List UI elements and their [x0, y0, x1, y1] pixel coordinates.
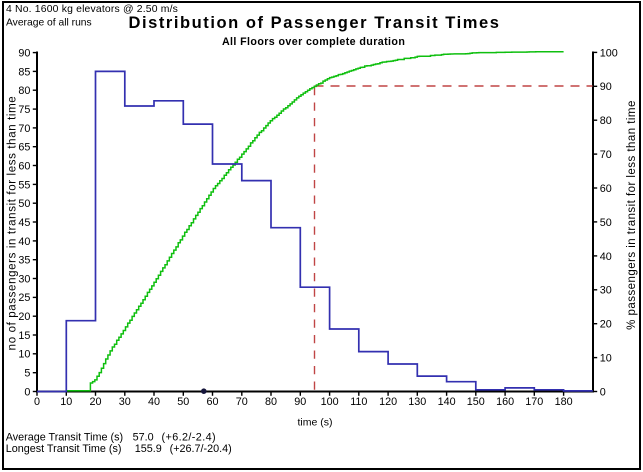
svg-text:time (s): time (s) — [298, 417, 333, 429]
svg-text:80: 80 — [600, 115, 612, 127]
svg-text:70: 70 — [236, 396, 248, 408]
svg-text:120: 120 — [379, 396, 397, 408]
svg-text:no of passengers in transit fo: no of passengers in transit for less tha… — [7, 96, 19, 351]
svg-text:10: 10 — [600, 353, 612, 365]
svg-text:160: 160 — [496, 396, 514, 408]
svg-text:140: 140 — [438, 396, 456, 408]
svg-text:85: 85 — [18, 66, 30, 78]
svg-text:50: 50 — [18, 198, 30, 210]
svg-text:0: 0 — [600, 386, 606, 398]
svg-text:All Floors over complete durat: All Floors over complete duration — [222, 36, 405, 48]
svg-text:5: 5 — [24, 368, 30, 380]
svg-text:150: 150 — [467, 396, 485, 408]
svg-text:0: 0 — [24, 386, 30, 398]
svg-text:0: 0 — [34, 396, 40, 408]
svg-text:30: 30 — [600, 285, 612, 297]
svg-text:90: 90 — [600, 81, 612, 93]
svg-text:60: 60 — [18, 160, 30, 172]
svg-text:60: 60 — [600, 183, 612, 195]
svg-text:90: 90 — [18, 48, 30, 60]
svg-text:10: 10 — [60, 396, 72, 408]
svg-text:20: 20 — [600, 319, 612, 331]
svg-text:100: 100 — [321, 396, 339, 408]
svg-text:% passengers in transit for le: % passengers in transit for less than ti… — [626, 100, 638, 330]
svg-text:50: 50 — [177, 396, 189, 408]
svg-text:10: 10 — [18, 349, 30, 361]
svg-text:170: 170 — [525, 396, 543, 408]
svg-text:30: 30 — [18, 273, 30, 285]
svg-text:(+6.2/-2.4): (+6.2/-2.4) — [162, 432, 217, 444]
svg-text:40: 40 — [148, 396, 160, 408]
svg-text:50: 50 — [600, 217, 612, 229]
svg-text:30: 30 — [119, 396, 131, 408]
svg-text:Average Transit Time (s): Average Transit Time (s) — [6, 432, 123, 444]
svg-text:180: 180 — [555, 396, 573, 408]
svg-text:110: 110 — [350, 396, 367, 408]
svg-text:60: 60 — [206, 396, 218, 408]
svg-text:Longest Transit Time (s): Longest Transit Time (s) — [6, 443, 122, 455]
svg-text:155.9: 155.9 — [135, 443, 162, 455]
svg-text:Average of all runs: Average of all runs — [6, 17, 92, 28]
svg-text:55: 55 — [18, 179, 30, 191]
svg-text:90: 90 — [294, 396, 306, 408]
svg-text:65: 65 — [18, 142, 30, 154]
svg-text:80: 80 — [265, 396, 277, 408]
svg-text:20: 20 — [89, 396, 101, 408]
svg-text:40: 40 — [18, 236, 30, 248]
svg-text:130: 130 — [408, 396, 426, 408]
svg-text:4 No. 1600 kg elevators @ 2.50: 4 No. 1600 kg elevators @ 2.50 m/s — [6, 4, 178, 15]
svg-text:80: 80 — [18, 85, 30, 97]
svg-text:100: 100 — [600, 47, 618, 59]
svg-text:25: 25 — [18, 292, 30, 304]
svg-text:70: 70 — [600, 149, 612, 161]
svg-text:40: 40 — [600, 251, 612, 263]
svg-text:15: 15 — [18, 330, 30, 342]
svg-text:57.0: 57.0 — [133, 432, 154, 444]
svg-text:45: 45 — [18, 217, 30, 229]
svg-text:35: 35 — [18, 255, 30, 267]
svg-text:75: 75 — [18, 104, 30, 116]
svg-text:70: 70 — [18, 123, 30, 135]
svg-text:Distribution of Passenger Tran: Distribution of Passenger Transit Times — [129, 14, 501, 32]
svg-text:(+26.7/-20.4): (+26.7/-20.4) — [170, 443, 232, 455]
svg-text:20: 20 — [18, 311, 30, 323]
